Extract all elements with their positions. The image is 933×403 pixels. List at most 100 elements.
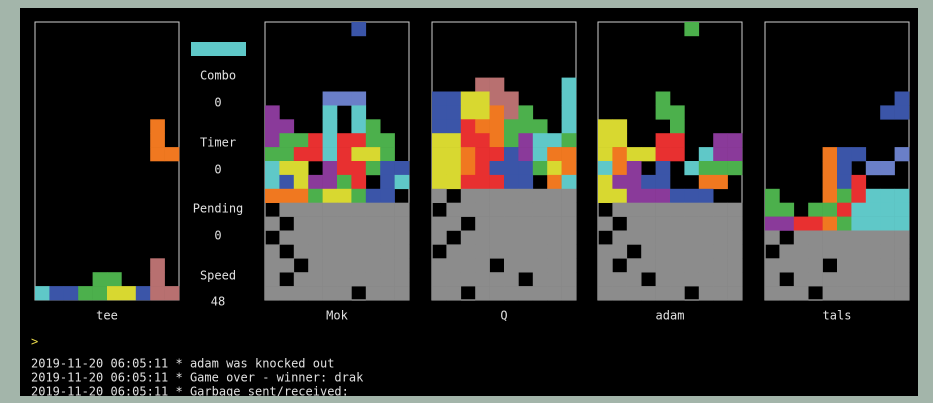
garbage-cell: [489, 216, 505, 231]
block-cell: [322, 147, 338, 162]
block-cell: [322, 105, 338, 120]
block-cell: [460, 147, 476, 162]
block-cell: [394, 174, 410, 190]
block-cell: [561, 105, 577, 120]
block-cell: [351, 147, 367, 162]
block-cell: [293, 161, 309, 176]
block-cell: [164, 147, 180, 162]
garbage-cell: [394, 244, 410, 259]
block-cell: [837, 202, 852, 217]
block-cell: [641, 147, 656, 162]
block-cell: [460, 133, 476, 148]
block-cell: [265, 174, 280, 190]
block-cell: [561, 77, 577, 92]
block-cell: [670, 188, 685, 203]
block-cell: [446, 105, 462, 120]
garbage-cell: [713, 244, 728, 259]
block-cell: [489, 119, 505, 134]
log-line: 2019-11-20 06:05:11 * Game over - winner…: [31, 371, 364, 385]
garbage-cell: [612, 202, 628, 217]
block-cell: [265, 105, 280, 120]
block-cell: [432, 161, 447, 176]
block-cell: [518, 105, 534, 120]
block-cell: [460, 105, 476, 120]
next-piece: [191, 42, 246, 56]
player-name: adam: [656, 309, 685, 323]
block-cell: [150, 286, 165, 301]
garbage-cell: [337, 216, 352, 231]
block-cell: [684, 161, 700, 176]
block-cell: [504, 91, 519, 106]
garbage-cell: [432, 230, 447, 245]
block-cell: [150, 147, 165, 162]
garbage-cell: [293, 216, 309, 231]
block-cell: [475, 161, 490, 176]
garbage-cell: [837, 244, 852, 259]
block-cell: [150, 119, 165, 134]
garbage-cell: [698, 258, 714, 273]
garbage-cell: [894, 230, 910, 245]
garbage-cell: [351, 230, 367, 245]
garbage-cell: [808, 230, 823, 245]
garbage-cell: [518, 216, 534, 231]
block-cell: [655, 133, 671, 148]
block-cell: [432, 91, 447, 106]
block-cell: [293, 133, 309, 148]
garbage-cell: [641, 202, 656, 217]
block-cell: [518, 133, 534, 148]
block-cell: [822, 202, 838, 217]
garbage-cell: [532, 244, 548, 259]
garbage-cell: [504, 286, 519, 301]
block-cell: [49, 286, 65, 301]
garbage-cell: [880, 230, 895, 245]
garbage-cell: [641, 216, 656, 231]
block-cell: [164, 286, 180, 301]
garbage-cell: [475, 188, 490, 203]
garbage-cell: [684, 230, 700, 245]
garbage-cell: [894, 272, 910, 287]
garbage-cell: [380, 230, 395, 245]
garbage-cell: [822, 244, 838, 259]
block-cell: [561, 119, 577, 134]
garbage-cell: [655, 286, 671, 301]
block-cell: [727, 133, 743, 148]
block-cell: [808, 216, 823, 231]
garbage-cell: [308, 244, 323, 259]
garbage-cell: [432, 216, 447, 231]
block-cell: [822, 216, 838, 231]
block-cell: [894, 91, 910, 106]
block-cell: [561, 161, 577, 176]
garbage-cell: [394, 286, 410, 301]
block-cell: [121, 286, 137, 301]
block-cell: [765, 202, 780, 217]
garbage-cell: [713, 272, 728, 287]
block-cell: [279, 147, 295, 162]
block-cell: [532, 133, 548, 148]
block-cell: [880, 216, 895, 231]
garbage-cell: [446, 216, 462, 231]
garbage-cell: [598, 244, 613, 259]
garbage-cell: [865, 272, 881, 287]
garbage-cell: [865, 286, 881, 301]
garbage-cell: [837, 230, 852, 245]
block-cell: [475, 133, 490, 148]
garbage-cell: [337, 244, 352, 259]
pending-value: 0: [214, 229, 221, 243]
block-cell: [489, 91, 505, 106]
garbage-cell: [865, 230, 881, 245]
block-cell: [547, 161, 562, 176]
block-cell: [894, 202, 910, 217]
garbage-cell: [822, 286, 838, 301]
speed-value: 48: [211, 295, 225, 309]
block-cell: [380, 174, 395, 190]
log-line: 2019-11-20 06:05:11 * Garbage sent/recei…: [31, 385, 349, 399]
garbage-cell: [808, 244, 823, 259]
garbage-cell: [808, 258, 823, 273]
block-cell: [446, 91, 462, 106]
garbage-cell: [446, 272, 462, 287]
block-cell: [612, 161, 628, 176]
garbage-cell: [561, 272, 577, 287]
garbage-cell: [822, 272, 838, 287]
garbage-cell: [475, 286, 490, 301]
